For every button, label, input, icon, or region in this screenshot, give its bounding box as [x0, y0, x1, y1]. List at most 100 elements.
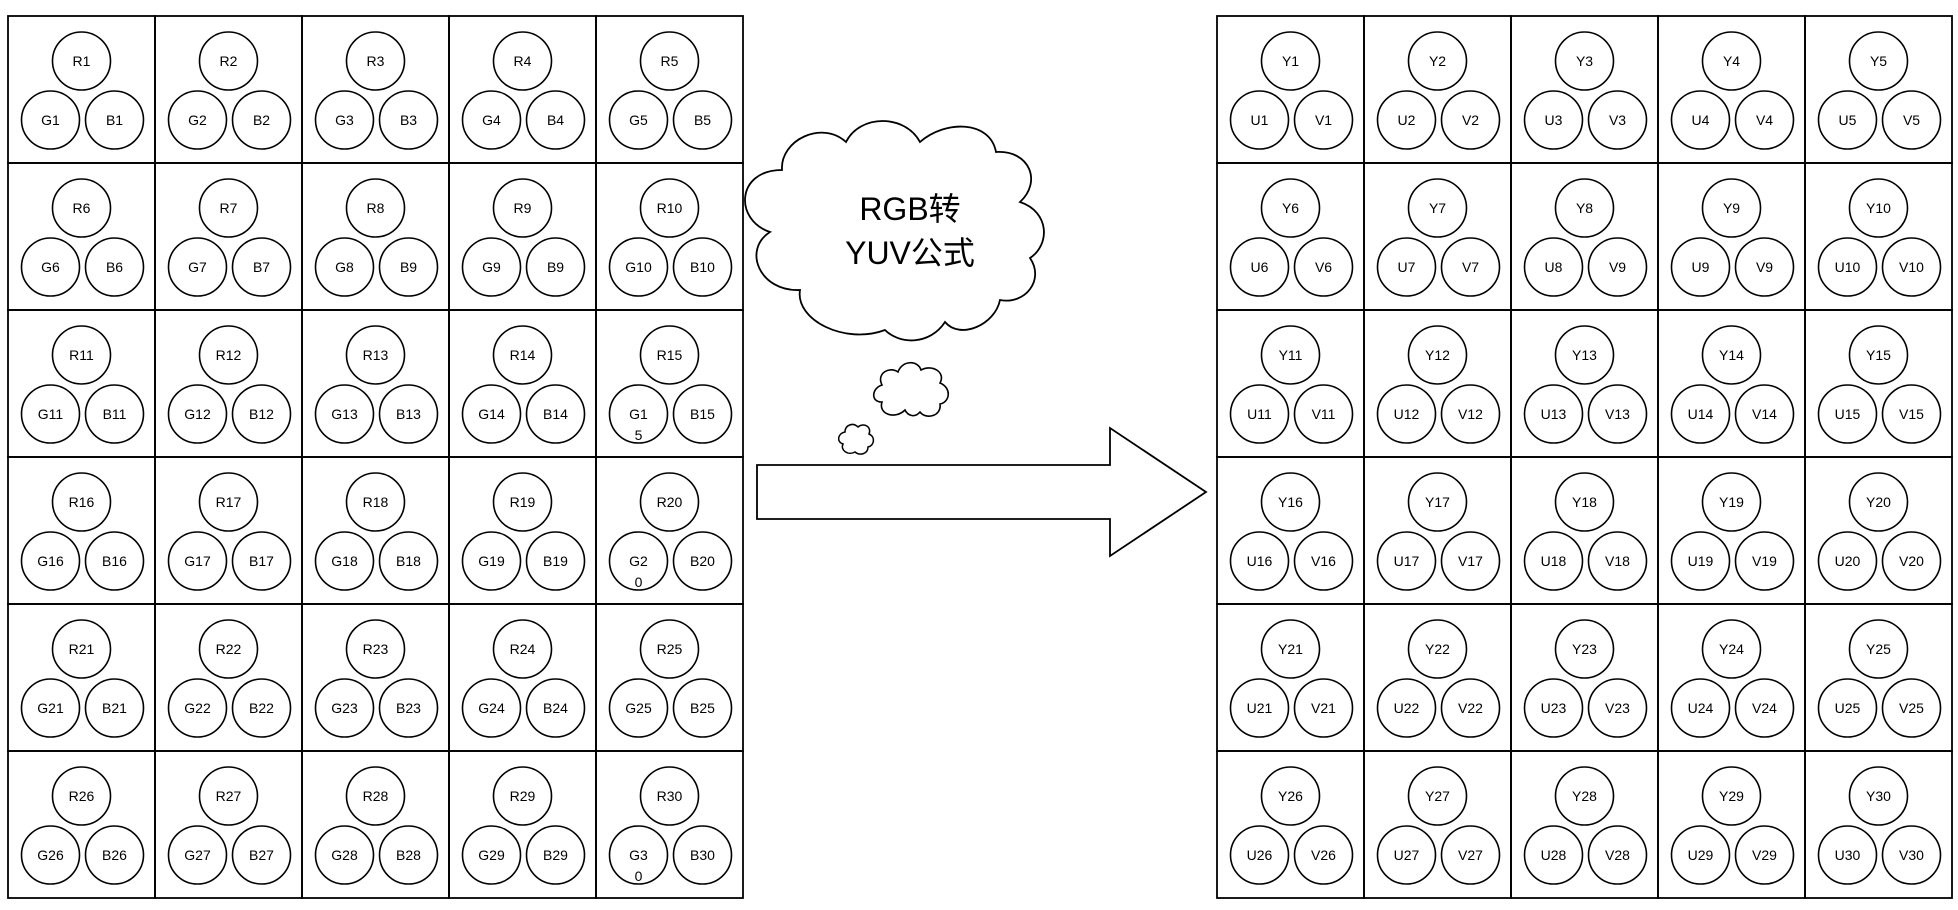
rgb-cell: R11 G11 B11: [7, 309, 156, 458]
yuv-left-label: U5: [1839, 112, 1857, 128]
yuv-top-circle: [1260, 619, 1321, 679]
yuv-top-label: Y8: [1576, 200, 1593, 216]
yuv-top-label: Y29: [1719, 788, 1744, 804]
rgb-right-label: B18: [396, 553, 421, 569]
rgb-left-label: G13: [331, 406, 358, 422]
yuv-right-circle: [1587, 825, 1648, 885]
rgb-left-label-wrap: 0: [635, 574, 643, 590]
rgb-right-circle: [84, 90, 145, 150]
yuv-left-label: U21: [1247, 700, 1273, 716]
yuv-left-circle: [1523, 237, 1584, 297]
conversion-arrow: [756, 426, 1208, 558]
yuv-top-circle: [1848, 619, 1909, 679]
yuv-cell: Y29 U29 V29: [1657, 750, 1806, 899]
rgb-left-label: G21: [37, 700, 64, 716]
yuv-left-label: U30: [1835, 847, 1861, 863]
rgb-right-label: B3: [400, 112, 417, 128]
yuv-left-label: U1: [1251, 112, 1269, 128]
yuv-left-label: U25: [1835, 700, 1861, 716]
rgb-left-circle: [461, 384, 522, 444]
rgb-right-circle: [672, 825, 733, 885]
rgb-cell: R12 G12 B12: [154, 309, 303, 458]
yuv-cell: Y14 U14 V14: [1657, 309, 1806, 458]
yuv-top-circle: [1260, 472, 1321, 532]
yuv-left-circle: [1817, 825, 1878, 885]
rgb-top-circle: [639, 325, 700, 385]
yuv-right-label: V18: [1605, 553, 1630, 569]
yuv-cell: Y30 U30 V30: [1804, 750, 1953, 899]
rgb-cell: R20 G2 0 B20: [595, 456, 744, 605]
yuv-top-circle: [1554, 766, 1615, 826]
yuv-top-label: Y2: [1429, 53, 1446, 69]
rgb-left-label: G28: [331, 847, 358, 863]
rgb-right-circle: [84, 237, 145, 297]
rgb-right-label: B4: [547, 112, 564, 128]
yuv-cell: Y19 U19 V19: [1657, 456, 1806, 605]
rgb-top-label: R14: [510, 347, 536, 363]
yuv-left-circle: [1817, 531, 1878, 591]
rgb-top-label: R12: [216, 347, 242, 363]
yuv-top-label: Y18: [1572, 494, 1597, 510]
rgb-top-circle: [345, 472, 406, 532]
rgb-right-label: B28: [396, 847, 421, 863]
rgb-top-circle: [51, 472, 112, 532]
rgb-top-label: R25: [657, 641, 683, 657]
rgb-left-circle: [314, 384, 375, 444]
yuv-top-circle: [1701, 31, 1762, 91]
rgb-left-circle: [608, 90, 669, 150]
rgb-left-label: G23: [331, 700, 358, 716]
yuv-pixel-grid: Y1 U1 V1 Y2 U2 V2 Y3 U3 V3 Y4 U4 V4 Y5 U5 V5 Y6 U6 V6 Y7 U7…: [1216, 15, 1953, 899]
rgb-cell: R8 G8 B9: [301, 162, 450, 311]
yuv-left-label: U16: [1247, 553, 1273, 569]
rgb-top-label: R28: [363, 788, 389, 804]
yuv-top-label: Y15: [1866, 347, 1891, 363]
rgb-cell: R23 G23 B23: [301, 603, 450, 752]
yuv-left-circle: [1523, 384, 1584, 444]
rgb-top-label: R8: [367, 200, 385, 216]
rgb-top-label: R21: [69, 641, 95, 657]
yuv-left-circle: [1376, 531, 1437, 591]
yuv-left-circle: [1523, 825, 1584, 885]
rgb-left-circle: [461, 678, 522, 738]
rgb-left-circle: [314, 825, 375, 885]
yuv-right-label: V19: [1752, 553, 1777, 569]
yuv-top-circle: [1701, 178, 1762, 238]
rgb-cell-border: [595, 750, 744, 899]
yuv-left-label: U28: [1541, 847, 1567, 863]
yuv-left-label: U3: [1545, 112, 1563, 128]
rgb-right-circle: [378, 825, 439, 885]
rgb-cell: R6 G6 B6: [7, 162, 156, 311]
rgb-right-circle: [84, 678, 145, 738]
rgb-left-circle: [167, 825, 228, 885]
rgb-right-label: B9: [547, 259, 564, 275]
rgb-left-label: G7: [188, 259, 207, 275]
rgb-left-label: G2: [188, 112, 207, 128]
rgb-top-circle: [492, 766, 553, 826]
rgb-pixel-grid: R1 G1 B1 R2 G2 B2 R3 G3 B3 R4 G4 B4 R5 G5 B5 R6 G6 B6 R7 G7…: [7, 15, 744, 899]
rgb-left-label: G24: [478, 700, 505, 716]
yuv-cell: Y9 U9 V9: [1657, 162, 1806, 311]
rgb-left-circle: [167, 531, 228, 591]
rgb-cell: R28 G28 B28: [301, 750, 450, 899]
yuv-top-label: Y25: [1866, 641, 1891, 657]
rgb-top-label: R2: [220, 53, 238, 69]
rgb-cell: R7 G7 B7: [154, 162, 303, 311]
yuv-right-circle: [1734, 678, 1795, 738]
yuv-left-circle: [1670, 237, 1731, 297]
rgb-top-label: R13: [363, 347, 389, 363]
yuv-right-circle: [1587, 90, 1648, 150]
thought-bubble-small: [837, 423, 875, 455]
yuv-left-circle: [1376, 90, 1437, 150]
rgb-left-circle: [167, 678, 228, 738]
rgb-top-label: R1: [73, 53, 91, 69]
rgb-top-label: R22: [216, 641, 242, 657]
yuv-right-circle: [1293, 678, 1354, 738]
yuv-cell-border: [1804, 750, 1953, 899]
yuv-top-label: Y21: [1278, 641, 1303, 657]
rgb-top-circle: [492, 178, 553, 238]
yuv-top-label: Y19: [1719, 494, 1744, 510]
rgb-left-label: G1: [629, 406, 648, 422]
yuv-left-circle: [1229, 384, 1290, 444]
yuv-right-circle: [1587, 384, 1648, 444]
rgb-top-circle: [51, 619, 112, 679]
